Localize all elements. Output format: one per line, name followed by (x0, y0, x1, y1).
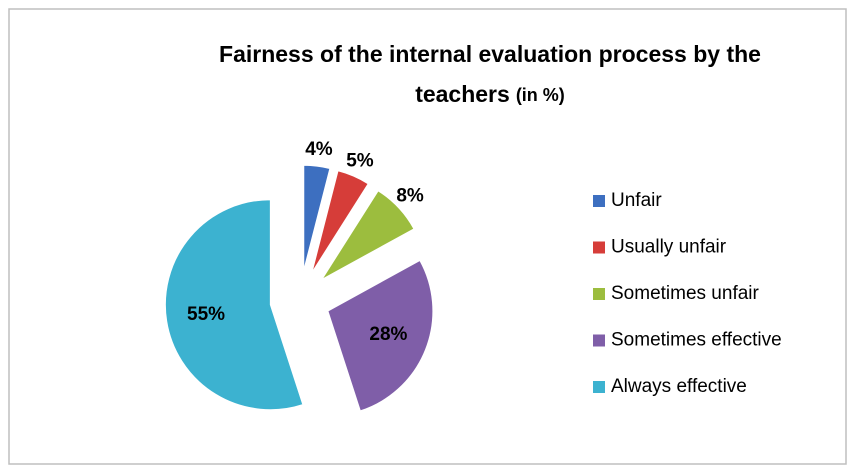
data-label: 8% (396, 186, 424, 207)
chart-title-unit: (in %) (516, 85, 565, 105)
pie-slice (327, 259, 434, 412)
data-label: 28% (369, 324, 407, 345)
pie-slice (321, 190, 415, 280)
legend-label: Sometimes effective (611, 330, 782, 351)
chart-title: Fairness of the internal evaluation proc… (219, 41, 761, 67)
legend-swatch (593, 288, 605, 300)
legend-label: Usually unfair (611, 237, 727, 258)
legend-label: Always effective (611, 376, 747, 397)
legend-swatch (593, 195, 605, 207)
legend-swatch (593, 241, 605, 254)
legend-label: Unfair (611, 190, 662, 211)
chart-frame (8, 8, 847, 465)
legend-swatch (593, 334, 605, 347)
pie-slice (311, 170, 369, 273)
data-label: 55% (187, 304, 225, 325)
chart-title-line2: teachers (in %) (415, 81, 565, 107)
pie-slice (303, 164, 331, 271)
chart-title-word: teachers (415, 81, 510, 107)
data-label: 5% (346, 150, 374, 171)
legend-swatch (593, 381, 605, 393)
legend-label: Sometimes unfair (611, 283, 760, 304)
pie-slice (164, 199, 304, 411)
data-label: 4% (305, 139, 333, 160)
